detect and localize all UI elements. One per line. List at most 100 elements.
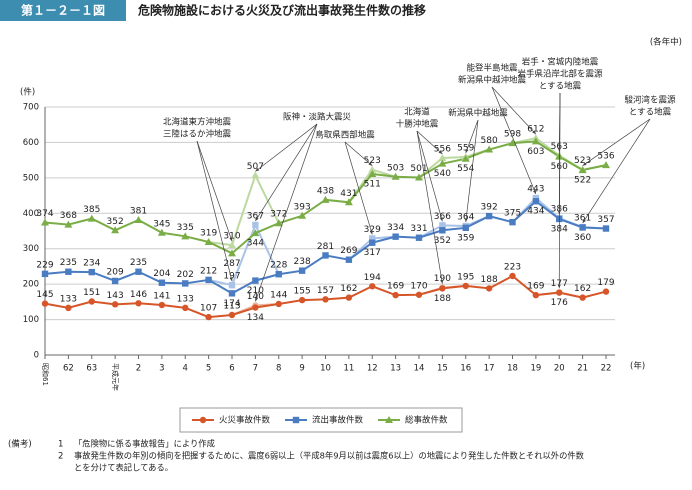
point <box>579 224 586 231</box>
value-label: 392 <box>481 203 498 213</box>
value-label: 438 <box>317 186 334 196</box>
figure-label-box <box>0 0 126 21</box>
annotation: とする地震 <box>539 81 582 92</box>
point <box>251 171 260 179</box>
value-label: 580 <box>481 136 498 146</box>
x-tick-label: 10 <box>320 364 331 374</box>
value-label: 107 <box>200 304 217 314</box>
period-note: (各年中) <box>650 37 682 48</box>
quake-value-label: 559 <box>457 143 474 153</box>
point <box>298 211 307 219</box>
value-label: 229 <box>36 260 53 270</box>
annotation: 岩手県沿岸北部を震源 <box>517 69 603 80</box>
point <box>205 276 212 284</box>
value-label: 334 <box>387 223 404 233</box>
annotation-arrow <box>255 123 318 172</box>
annotation-arrow <box>558 92 561 289</box>
value-label: 188 <box>481 275 498 285</box>
value-label: 238 <box>294 257 311 267</box>
quake-segment <box>442 224 466 228</box>
point <box>199 416 207 424</box>
value-label: 170 <box>410 281 427 291</box>
y-tick-label: 700 <box>23 103 39 113</box>
quake-value-label: 366 <box>434 212 451 222</box>
value-label: 235 <box>60 258 77 268</box>
value-label: 360 <box>574 233 591 243</box>
x-tick-label: 13 <box>390 364 401 374</box>
arrow-head <box>439 217 443 222</box>
x-tick-label: 17 <box>484 364 495 374</box>
point <box>532 198 540 205</box>
value-label: 144 <box>270 290 287 300</box>
value-label: 176 <box>551 298 568 308</box>
annotation: 阪神・淡路大震災 <box>283 112 352 123</box>
point <box>158 301 166 309</box>
annotation: 駿河湾を震源 <box>624 95 676 106</box>
x-tick-label: 20 <box>554 364 565 374</box>
arrow-head <box>557 284 561 289</box>
y-axis-label: (件) <box>20 87 35 98</box>
quake-value-label: 507 <box>247 162 264 172</box>
point <box>228 290 236 297</box>
point <box>532 291 540 299</box>
arrow-head <box>438 150 443 155</box>
point <box>274 219 283 227</box>
point <box>41 300 49 307</box>
quake-value-label: 556 <box>434 145 451 155</box>
point <box>485 285 493 292</box>
point <box>531 137 540 145</box>
quake-segment <box>254 174 280 224</box>
x-tick-label: 平成元年 <box>111 363 120 391</box>
point <box>321 195 330 203</box>
point <box>602 225 610 232</box>
quake-value-label: 523 <box>364 156 381 166</box>
x-tick-label: 2 <box>136 364 141 374</box>
x-tick-label: 63 <box>86 364 97 374</box>
x-tick-label: 8 <box>276 364 281 374</box>
quake-value-label: 523 <box>574 156 591 166</box>
point <box>322 296 329 303</box>
quake-value-label: 443 <box>527 185 544 195</box>
annotation: 鳥取県西部地震 <box>315 130 375 141</box>
y-tick-label: 100 <box>23 315 39 325</box>
note-number: 1 <box>58 440 63 450</box>
value-label: 169 <box>387 282 404 292</box>
x-tick-label: 21 <box>577 364 588 374</box>
quake-value-label: 140 <box>247 292 264 302</box>
point <box>88 298 95 305</box>
point <box>415 234 423 241</box>
x-tick-label: 4 <box>183 364 188 374</box>
x-tick-label: 9 <box>299 364 304 374</box>
annotation: 能登半島地震 <box>466 63 518 74</box>
point <box>65 268 72 275</box>
point <box>87 214 96 222</box>
legend-label: 流出事故件数 <box>312 415 364 426</box>
arrow-head <box>582 219 586 224</box>
y-tick-label: 500 <box>23 173 39 183</box>
value-label: 344 <box>247 239 264 249</box>
value-label: 157 <box>317 286 334 296</box>
value-label: 133 <box>177 294 194 304</box>
quake-value-label: 190 <box>434 274 451 284</box>
point <box>228 241 236 249</box>
value-label: 287 <box>223 259 240 269</box>
value-label: 536 <box>597 152 614 162</box>
point <box>439 227 446 234</box>
point <box>368 169 377 177</box>
value-label: 162 <box>574 284 591 294</box>
value-label: 319 <box>200 228 217 238</box>
point <box>345 294 353 301</box>
annotation-arrow <box>582 118 651 224</box>
value-label: 598 <box>504 130 521 140</box>
point <box>252 304 259 311</box>
arrow-head <box>532 130 536 135</box>
point <box>252 277 259 284</box>
annotation: 北海道 <box>404 107 430 118</box>
point <box>509 218 516 226</box>
value-label: 195 <box>457 272 474 282</box>
x-tick-label: 16 <box>460 364 471 374</box>
annotation-arrow <box>582 118 651 166</box>
value-label: 209 <box>107 267 124 277</box>
annotation-arrow <box>255 123 318 302</box>
